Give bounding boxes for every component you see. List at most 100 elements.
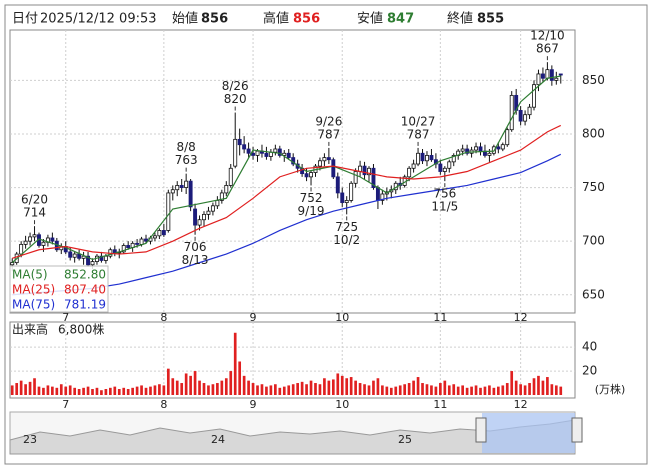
volume-bar (385, 386, 389, 395)
candle-body (41, 241, 46, 246)
volume-bar (403, 384, 407, 395)
candle-body (549, 69, 554, 81)
x-tick-label: 11 (433, 398, 447, 411)
candle-body (175, 185, 180, 191)
volume-bar (354, 380, 357, 395)
volume-bar (269, 385, 273, 395)
volume-bar (216, 383, 219, 395)
y-tick-label: 20 (582, 364, 597, 378)
navigator-year: 24 (211, 433, 225, 446)
volume-bar (510, 371, 514, 395)
volume-bar (193, 371, 197, 395)
candle-body (193, 208, 198, 226)
candle-body (228, 167, 233, 186)
volume-bar (456, 386, 460, 395)
navigator-handle-left[interactable] (475, 417, 487, 443)
candle-body (362, 165, 367, 176)
candle-body (264, 152, 269, 157)
candle-body (371, 167, 376, 188)
volume-bar (166, 368, 170, 395)
volume-bar (296, 383, 299, 395)
candle-body (505, 129, 510, 146)
candle-body (353, 171, 358, 184)
candle-body (68, 251, 73, 258)
volume-bar (554, 385, 558, 395)
volume-bar (541, 380, 545, 395)
candle-body (335, 176, 340, 194)
candle-body (99, 255, 104, 261)
volume-bar (434, 386, 438, 395)
volume-bar (318, 384, 322, 395)
volume-bar (340, 375, 344, 395)
volume-bar (100, 390, 103, 395)
volume-bar (117, 389, 121, 395)
legend-value: 852.80 (64, 268, 106, 282)
candle-body (157, 230, 162, 237)
annotation-date: 9/19 (298, 204, 325, 218)
volume-bar (421, 383, 424, 395)
volume-bar (37, 386, 41, 395)
candle-body (161, 230, 166, 236)
volume-bar (358, 383, 362, 395)
volume-bar (452, 384, 456, 395)
candle-body (496, 146, 501, 150)
volume-bar (559, 386, 563, 395)
volume-bar (126, 389, 130, 395)
x-tick-label: 10 (335, 398, 349, 411)
x-tick-label: 9 (250, 398, 257, 411)
volume-bar (492, 387, 496, 395)
y-tick-label: 750 (582, 180, 605, 194)
volume-bar (425, 384, 429, 395)
volume-bar (211, 384, 215, 395)
candle-body (202, 213, 206, 221)
navigator-range[interactable] (482, 413, 575, 453)
volume-bar (407, 383, 411, 395)
candle-body (166, 192, 171, 231)
volume-bar (505, 383, 509, 395)
volume-bar (207, 385, 210, 395)
volume-bar (64, 386, 68, 395)
candle-body (28, 236, 33, 242)
close: 855 (477, 12, 504, 27)
volume-bar (389, 387, 393, 395)
candle-body (527, 106, 532, 116)
candle-body (224, 185, 229, 194)
annotation-value: 714 (23, 206, 46, 220)
volume-bar (42, 387, 45, 395)
volume-bar (274, 384, 277, 395)
candle-body (184, 180, 189, 188)
volume-bar (470, 386, 473, 395)
volume-bar (314, 383, 317, 395)
annotation-value: 725 (335, 220, 358, 234)
candle-body (273, 148, 278, 153)
candle-body (152, 235, 157, 239)
candle-body (179, 185, 184, 188)
annotation-date: 11/5 (431, 200, 458, 214)
volume-bar (282, 386, 286, 395)
volume-bar (242, 375, 246, 395)
candle-body (121, 245, 126, 253)
volume-bar (443, 380, 447, 395)
legend-value: 807.40 (64, 283, 106, 297)
annotation-date: 8/13 (182, 253, 209, 267)
legend-value: 781.19 (64, 298, 106, 312)
volume-bar (327, 380, 331, 395)
x-tick-label: 7 (62, 398, 69, 411)
x-tick-label: 9 (250, 311, 257, 324)
candle-body (50, 237, 55, 242)
volume-bar (430, 385, 433, 395)
volume-bar (77, 389, 81, 395)
volume-bar (501, 385, 505, 395)
volume-bar (91, 389, 94, 395)
navigator-handle-right[interactable] (571, 417, 583, 443)
candle-body (344, 200, 349, 203)
y-tick-label: 850 (582, 73, 605, 87)
candle-body (317, 160, 322, 167)
candle-body (135, 242, 140, 245)
candle-body (478, 146, 483, 152)
candle-body (282, 152, 287, 156)
volume-panel (9, 321, 576, 399)
volume-bar (349, 377, 353, 395)
candle-body (349, 182, 354, 201)
